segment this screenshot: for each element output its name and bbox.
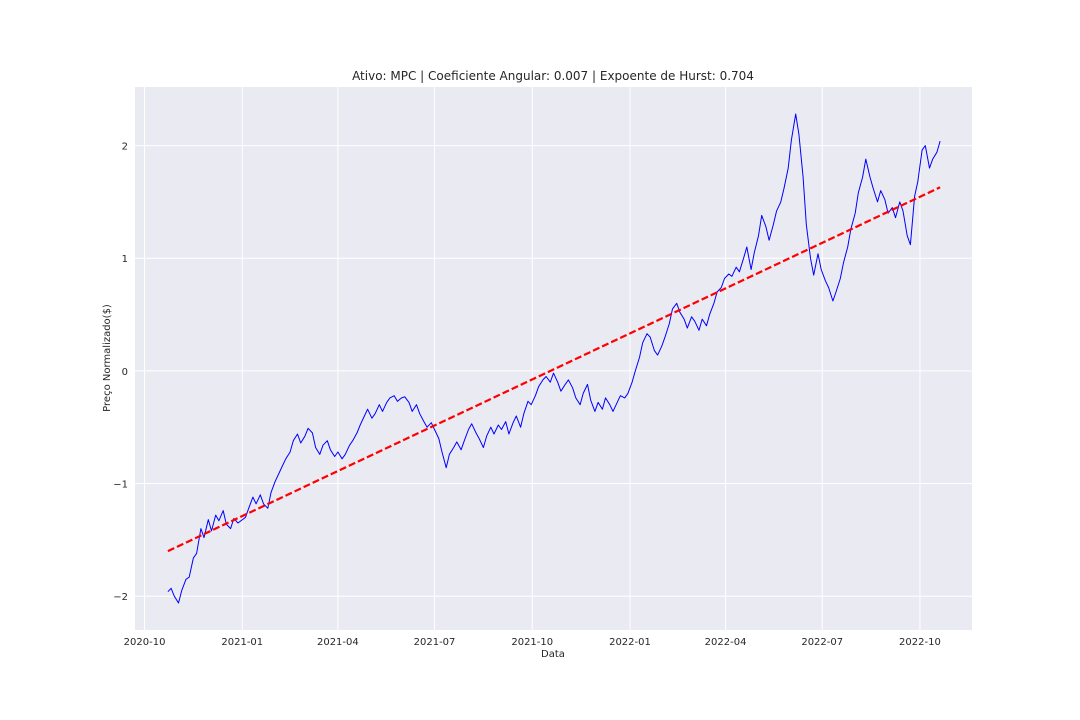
x-tick-label: 2021-04 [317, 637, 359, 648]
x-tick-label: 2021-07 [414, 637, 456, 648]
x-axis-title: Data [541, 649, 565, 660]
y-tick-label: −2 [113, 592, 128, 603]
chart-title: Ativo: MPC | Coeficiente Angular: 0.007 … [352, 69, 754, 83]
y-tick-label: 0 [122, 367, 128, 378]
x-tick-label: 2021-01 [221, 637, 263, 648]
price-line [167, 113, 941, 604]
y-tick-label: 1 [122, 254, 128, 265]
plot-background [135, 87, 972, 630]
x-tick-label: 2020-10 [124, 637, 166, 648]
x-tick-label: 2022-07 [801, 637, 843, 648]
x-tick-labels: 2020-10 2021-01 2021-04 2021-07 2021-10 2022-… [124, 637, 941, 648]
trend-line [167, 186, 941, 553]
y-tick-labels: −2 −1 0 1 2 [113, 142, 128, 604]
y-axis-title: Preço Normalizado($) [102, 304, 113, 412]
x-tick-label: 2022-01 [609, 637, 651, 648]
y-tick-label: 2 [122, 142, 128, 153]
x-tick-label: 2022-10 [899, 637, 941, 648]
x-tick-label: 2022-04 [705, 637, 747, 648]
y-tick-label: −1 [113, 480, 128, 491]
series-layer [167, 113, 941, 604]
x-tick-label: 2021-10 [511, 637, 553, 648]
